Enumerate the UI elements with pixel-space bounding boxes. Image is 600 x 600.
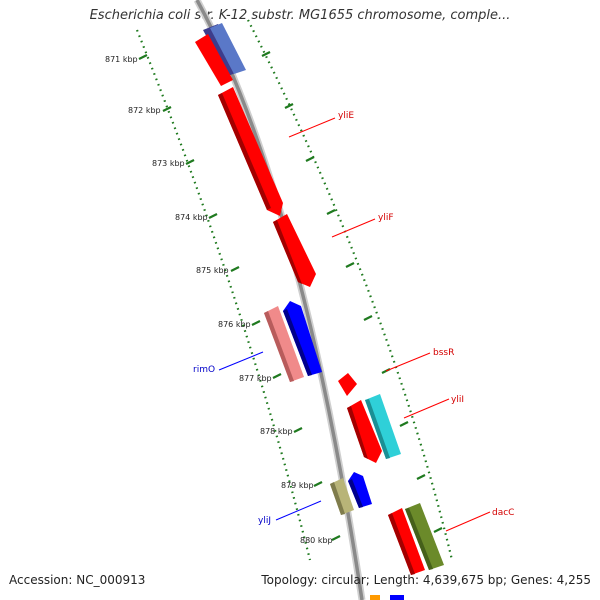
- gene-feature-rimO-shade: [264, 311, 294, 382]
- tick-label: 877 kbp: [239, 374, 272, 383]
- scale-tick: [326, 209, 336, 215]
- gene-label-yliE: yliE: [338, 111, 354, 121]
- label-leader-dacC: [445, 511, 491, 532]
- scale-tick: [272, 373, 282, 379]
- chromosome-backbone: [193, 0, 366, 600]
- chromosome-backbone-core: [195, 0, 364, 600]
- gene-feature-yliE[interactable]: [218, 87, 283, 216]
- gene-feature-rimO-gene[interactable]: [283, 301, 322, 376]
- gene-feature-yliJ[interactable]: [330, 478, 354, 515]
- gene-label-rimO: rimO: [193, 365, 215, 375]
- scale-tick: [416, 474, 426, 480]
- gene-feature[interactable]: [390, 595, 404, 600]
- scale-tick: [331, 535, 341, 541]
- scale-tick-labels: 871 kbp 872 kbp 873 kbp 874 kbp 875 kbp …: [105, 55, 333, 545]
- scale-tick: [363, 315, 373, 321]
- tick-label: 874 kbp: [175, 213, 208, 222]
- scale-tick: [284, 103, 294, 109]
- scale-tick: [313, 481, 323, 487]
- label-leader-yliI: [403, 398, 450, 419]
- map-title: Escherichia coli str. K-12 substr. MG165…: [89, 8, 511, 23]
- scale-tick: [162, 106, 172, 112]
- scale-tick: [345, 262, 355, 268]
- gene-label-yliF: yliF: [378, 213, 394, 223]
- gene-feature-dacC-shade: [388, 513, 415, 575]
- gene-label-yliI: yliI: [451, 395, 464, 405]
- scale-tick: [261, 51, 271, 57]
- gene-feature-bssR[interactable]: [338, 373, 357, 396]
- gene-feature-rimO[interactable]: [264, 306, 304, 382]
- gene-feature-yliJ-shade: [330, 482, 345, 515]
- gene-feature-yliF[interactable]: [273, 214, 316, 287]
- tick-label: 880 kbp: [300, 536, 333, 545]
- scale-tick: [305, 156, 315, 162]
- tick-label: 872 kbp: [128, 106, 161, 115]
- gene-feature-cyan[interactable]: [365, 394, 401, 459]
- tick-label: 879 kbp: [281, 481, 314, 490]
- scale-tick: [399, 421, 409, 427]
- tick-label: 878 kbp: [260, 427, 293, 436]
- scale-tick: [208, 213, 218, 219]
- inner-scale-line: [135, 29, 312, 561]
- gene-feature-yliE-shade: [218, 93, 271, 210]
- gene-feature-yliI[interactable]: [347, 400, 382, 463]
- gene-feature-yliJ-gene-shade: [348, 479, 363, 508]
- gene-feature-yliJ-gene[interactable]: [348, 472, 372, 508]
- scale-tick: [230, 266, 240, 272]
- tick-label: 873 kbp: [152, 159, 185, 168]
- gene-feature-olive[interactable]: [405, 503, 444, 570]
- scale-tick: [433, 527, 443, 533]
- tick-label: 871 kbp: [105, 55, 138, 64]
- scale-tick: [251, 320, 261, 326]
- label-leader-bssR: [385, 352, 431, 372]
- gene-label-yliJ: yliJ: [258, 516, 271, 526]
- gene-feature-yliF-shade: [273, 220, 302, 284]
- gene-feature[interactable]: [195, 34, 233, 86]
- topology-summary: Topology: circular; Length: 4,639,675 bp…: [261, 573, 591, 587]
- tick-label: 875 kbp: [196, 266, 229, 275]
- gene-feature-olive-shade: [405, 508, 433, 570]
- gene-feature[interactable]: [210, 23, 246, 74]
- gene-feature-dacC[interactable]: [388, 508, 425, 575]
- gene-feature-yliI-shade: [347, 406, 368, 459]
- scale-ticks: [138, 51, 443, 541]
- tick-label: 876 kbp: [218, 320, 251, 329]
- gene-label-bssR: bssR: [433, 348, 454, 358]
- gene-label-dacC: dacC: [492, 508, 514, 518]
- gene-feature[interactable]: [370, 595, 380, 600]
- gene-labels: yliE yliF bssR yliI dacC rimO yliJ: [193, 111, 514, 532]
- scale-tick: [185, 159, 195, 165]
- label-leader-yliF: [331, 218, 376, 238]
- scale-tick: [138, 54, 148, 60]
- gene-feature-cyan-shade: [365, 399, 390, 459]
- scale-tick: [293, 427, 303, 433]
- label-leader-rimO: [218, 351, 264, 371]
- gene-features: [195, 23, 444, 600]
- label-leader-yliE: [288, 117, 336, 138]
- gene-feature-rimO-gene-shade: [283, 309, 312, 376]
- accession-text: Accession: NC_000913: [9, 573, 146, 587]
- label-leader-yliJ: [275, 500, 322, 521]
